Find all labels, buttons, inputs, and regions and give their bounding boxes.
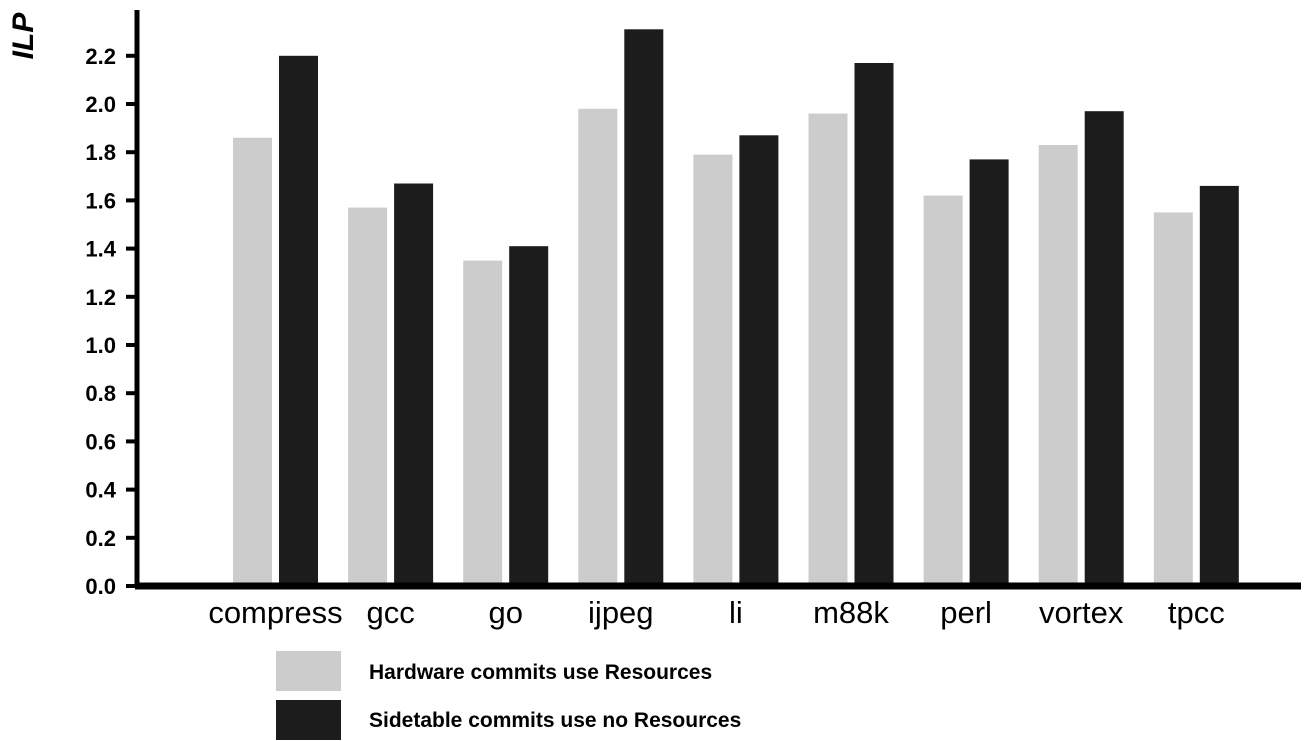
legend-label-sidetable: Sidetable commits use no Resources	[369, 709, 741, 732]
x-tick-label-m88k: m88k	[813, 595, 889, 630]
y-tick-label: 1.0	[85, 333, 116, 358]
bar-go-sidetable	[509, 246, 549, 586]
y-tick-label: 0.4	[85, 478, 116, 503]
legend-label-hardware: Hardware commits use Resources	[369, 661, 712, 684]
bar-tpcc-sidetable	[1199, 185, 1239, 586]
y-tick-label: 1.8	[85, 140, 116, 165]
x-axis-tick-labels: compress gcc go ijpeg li m88k perl vortex tpcc	[208, 595, 1224, 630]
bar-gcc-sidetable	[394, 183, 434, 586]
y-tick-label: 0.6	[85, 429, 116, 454]
bar-perl-sidetable	[969, 159, 1009, 586]
bar-li-sidetable	[739, 135, 779, 587]
bars	[233, 29, 1239, 587]
x-tick-label-go: go	[488, 595, 522, 630]
y-tick-label: 2.2	[85, 44, 116, 69]
y-axis-label-group: ILP	[7, 12, 40, 60]
bar-m88k-sidetable	[854, 63, 894, 586]
x-tick-label-tpcc: tpcc	[1168, 595, 1225, 630]
legend: Hardware commits use Resources Sidetable…	[276, 651, 741, 740]
x-tick-label-perl: perl	[940, 595, 992, 630]
y-axis-label: ILP	[7, 12, 40, 60]
x-tick-label-vortex: vortex	[1039, 595, 1124, 630]
bar-compress-sidetable	[279, 55, 318, 587]
bar-ijpeg-hardware	[578, 108, 618, 587]
bar-tpcc-hardware	[1153, 212, 1193, 586]
legend-swatch-sidetable	[276, 700, 341, 740]
y-tick-label: 1.2	[85, 285, 116, 310]
y-tick-label: 0.8	[85, 381, 116, 406]
y-tick-label: 0.0	[85, 574, 116, 599]
bar-go-hardware	[463, 260, 503, 586]
x-tick-label-li: li	[729, 595, 743, 630]
bar-ijpeg-sidetable	[624, 29, 664, 587]
y-tick-label: 0.2	[85, 526, 116, 551]
bar-vortex-hardware	[1038, 145, 1078, 586]
bar-perl-hardware	[923, 195, 963, 586]
y-tick-label: 1.6	[85, 188, 116, 213]
x-tick-label-ijpeg: ijpeg	[588, 595, 654, 630]
bar-m88k-hardware	[808, 113, 848, 586]
legend-swatch-hardware	[276, 651, 341, 691]
bar-gcc-hardware	[348, 207, 388, 586]
x-tick-label-compress: compress	[208, 595, 342, 630]
bar-vortex-sidetable	[1084, 111, 1124, 586]
bar-li-hardware	[693, 154, 733, 586]
y-tick-label: 1.4	[85, 237, 116, 262]
y-axis-ticks: 0.0 0.2 0.4 0.6 0.8 1.0 1.2 1.4 1.6 1.8 2.0 2.2	[85, 44, 137, 599]
x-tick-label-gcc: gcc	[366, 595, 414, 630]
y-tick-label: 2.0	[85, 92, 116, 117]
bar-compress-hardware	[233, 137, 272, 586]
